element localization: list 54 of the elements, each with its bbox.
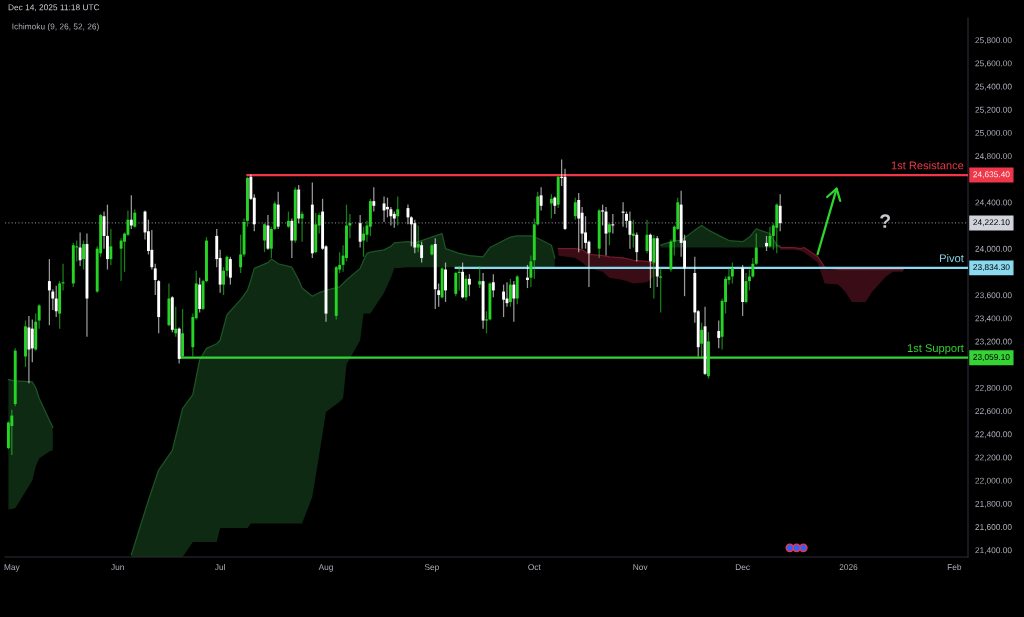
y-tick-label: 22,800.00	[975, 384, 1012, 392]
y-tick-label: 22,000.00	[975, 477, 1012, 485]
candlestick	[362, 226, 366, 258]
x-tick-label: 2026	[839, 564, 858, 571]
series-label: 1st Resistance	[891, 161, 964, 170]
candlestick	[607, 222, 611, 246]
y-tick-label: 24,000.00	[975, 245, 1012, 253]
y-tick-label: 25,000.00	[975, 129, 1012, 137]
chart-title: Dec 14, 2025 11:18 UTC	[8, 4, 100, 12]
x-tick-label: Dec	[735, 564, 750, 571]
candlestick	[222, 266, 225, 296]
x-tick-label: Sep	[424, 564, 439, 572]
ref-line-label: 24,222.10	[973, 219, 1010, 227]
y-tick-label: 25,800.00	[975, 37, 1012, 45]
x-tick-label: Nov	[633, 564, 648, 571]
series-label: Pivot	[940, 254, 964, 263]
y-tick-label: 25,200.00	[975, 106, 1012, 114]
candlestick	[106, 203, 109, 271]
line-series	[779, 246, 904, 271]
candlestick	[82, 239, 85, 271]
candlestick	[765, 235, 768, 252]
candlestick	[286, 210, 290, 229]
annotation: ?	[880, 214, 890, 228]
candlestick	[263, 222, 266, 253]
y-tick-label: 23,200.00	[975, 338, 1012, 346]
data-label: 24,635.40	[973, 171, 1010, 179]
x-tick-label: Feb	[947, 563, 962, 571]
x-tick-label: Oct	[528, 564, 541, 571]
y-tick-label: 23,600.00	[975, 292, 1012, 300]
y-tick-label: 21,800.00	[975, 500, 1012, 508]
candlestick	[625, 210, 628, 229]
candlestick	[584, 215, 587, 250]
data-label: 23,059.10	[973, 354, 1010, 361]
y-tick-label: 21,600.00	[975, 524, 1012, 531]
candlestick	[485, 310, 488, 334]
y-tick-label: 24,800.00	[975, 153, 1012, 161]
y-tick-label: 22,200.00	[975, 454, 1012, 462]
y-tick-label: 21,400.00	[975, 547, 1012, 555]
series-label: 1st Support	[907, 344, 964, 355]
y-tick-label: 22,400.00	[975, 431, 1012, 439]
y-tick-label: 23,400.00	[975, 315, 1012, 323]
x-tick-label: Jul	[214, 563, 225, 571]
x-tick-label: May	[4, 564, 20, 572]
x-tick-label: Jun	[111, 564, 124, 571]
line-series	[7, 379, 54, 428]
y-tick-label: 24,400.00	[975, 199, 1012, 207]
candlestick	[444, 261, 447, 303]
y-tick-label: 25,400.00	[975, 83, 1012, 91]
y-tick-label: 25,600.00	[975, 60, 1012, 68]
y-tick-label: 22,600.00	[975, 408, 1012, 416]
candlestick	[748, 268, 751, 292]
x-tick-label: Aug	[318, 564, 333, 572]
data-label: 23,834.30	[973, 264, 1010, 272]
text: Ichimoku (9, 26, 52, 26)	[12, 23, 99, 32]
